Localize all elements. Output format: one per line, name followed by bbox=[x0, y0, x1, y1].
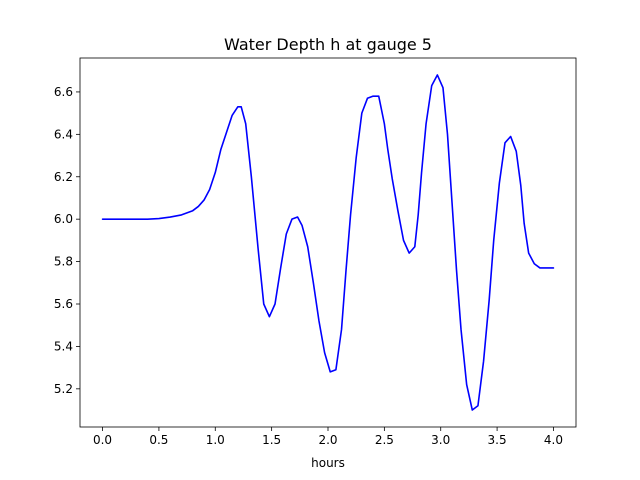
x-tick-label: 0.0 bbox=[93, 433, 112, 447]
y-tick-label: 5.4 bbox=[54, 339, 73, 353]
series-line-0 bbox=[101, 74, 555, 411]
y-axis: 5.2 5.4 5.6 5.8 6.0 6.2 6.4 6.6 bbox=[54, 85, 80, 396]
plot-area bbox=[80, 58, 576, 427]
y-tick-label: 5.8 bbox=[54, 255, 73, 269]
y-tick-label: 5.6 bbox=[54, 297, 73, 311]
x-axis-label: hours bbox=[311, 456, 345, 470]
chart-title: Water Depth h at gauge 5 bbox=[224, 35, 432, 54]
x-tick-label: 4.0 bbox=[544, 433, 563, 447]
x-tick-label: 2.0 bbox=[318, 433, 337, 447]
x-tick-label: 0.5 bbox=[149, 433, 168, 447]
y-tick-label: 6.6 bbox=[54, 85, 73, 99]
y-tick-label: 6.2 bbox=[54, 170, 73, 184]
x-tick-label: 3.5 bbox=[488, 433, 507, 447]
x-tick-label: 2.5 bbox=[375, 433, 394, 447]
x-tick-label: 3.0 bbox=[431, 433, 450, 447]
x-tick-label: 1.0 bbox=[206, 433, 225, 447]
y-tick-label: 6.0 bbox=[54, 212, 73, 226]
y-tick-label: 6.4 bbox=[54, 127, 73, 141]
x-tick-label: 1.5 bbox=[262, 433, 281, 447]
y-tick-label: 5.2 bbox=[54, 382, 73, 396]
x-axis: 0.0 0.5 1.0 1.5 2.0 2.5 3.0 3.5 4.0 bbox=[93, 427, 563, 447]
series-layer bbox=[101, 74, 555, 411]
